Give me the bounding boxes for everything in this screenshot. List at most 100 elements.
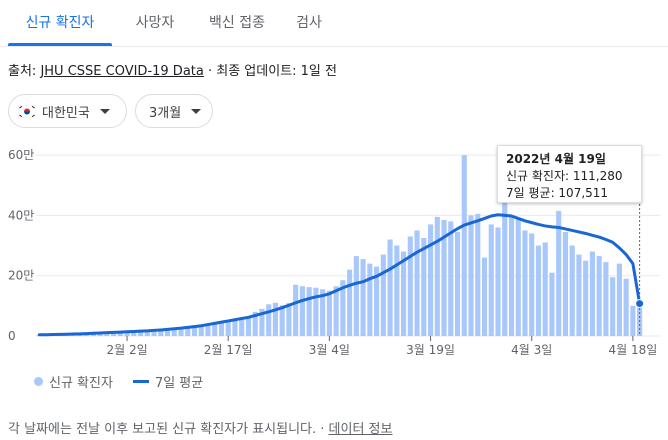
y-tick-label: 0 [8, 329, 16, 343]
case-bar [623, 278, 629, 336]
case-bar [569, 245, 575, 336]
case-bar [637, 302, 643, 336]
case-bar [225, 321, 231, 336]
case-bar [448, 221, 454, 336]
case-bar [562, 231, 569, 336]
tab-testing[interactable]: 검사 [296, 15, 322, 31]
case-bar [272, 302, 278, 336]
case-bar [198, 324, 204, 336]
case-bar [475, 213, 481, 336]
case-bar [616, 263, 622, 336]
average-line [37, 213, 642, 337]
legend-bar-swatch [34, 377, 43, 386]
case-bar [90, 333, 96, 336]
case-bar [454, 231, 461, 336]
case-bar [603, 262, 609, 336]
case-bar [394, 245, 400, 336]
case-bar [212, 322, 218, 336]
case-bar [488, 224, 494, 336]
case-bar [421, 238, 427, 336]
case-bar [434, 216, 440, 336]
case-bar [374, 266, 380, 336]
chart-x-axis: 2월 2일 2월 17일 3월 4일 3월 19일 4월 3일 4월 18일 [106, 336, 657, 357]
case-bar [178, 327, 184, 336]
case-bar [259, 308, 265, 336]
case-bar [97, 333, 103, 336]
case-bar [313, 287, 319, 336]
cases-chart[interactable]: 0 20만 40만 60만 2월 2일 2월 17일 3월 4일 3월 19일 4월 3일 4월… [0, 140, 668, 365]
chart-bars [36, 155, 643, 336]
case-bar [515, 218, 521, 336]
x-tick-label: 3월 4일 [309, 343, 350, 357]
footer-note: 각 날짜에는 전날 이후 보고된 신규 확진자가 표시됩니다. · 데이터 정보 [8, 418, 392, 437]
tab-deaths[interactable]: 사망자 [135, 15, 175, 31]
legend-line-label: 7일 평균 [154, 376, 204, 391]
case-bar [630, 305, 636, 336]
case-bar [340, 280, 346, 336]
chart-hover-marker [635, 148, 645, 336]
data-info-link[interactable]: 데이터 정보 [328, 422, 393, 437]
x-tick-label: 2월 2일 [106, 343, 147, 357]
case-bar [252, 311, 258, 336]
case-bar [481, 257, 488, 336]
legend-line-swatch [132, 380, 149, 383]
case-bar [380, 254, 386, 336]
case-bar [205, 323, 211, 336]
period-dropdown[interactable]: 3개월 [135, 94, 213, 128]
x-tick-label: 4월 18일 [608, 343, 657, 357]
case-bar [347, 269, 353, 336]
case-bar [218, 322, 225, 336]
case-bar [401, 251, 407, 336]
tooltip-average: 7일 평균: 107,511 [506, 186, 609, 200]
hover-point [635, 299, 645, 309]
case-bar [414, 230, 420, 336]
tooltip-cases: 신규 확진자: 111,280 [506, 169, 623, 183]
case-bar [117, 333, 123, 336]
tab-bar: 신규 확진자 사망자 백신 접종 검사 [0, 0, 668, 47]
case-bar [333, 286, 339, 336]
case-bar [171, 327, 177, 336]
y-tick-label: 20만 [8, 269, 34, 283]
case-bar [576, 254, 582, 336]
period-label: 3개월 [149, 105, 182, 121]
x-tick-label: 2월 17일 [204, 343, 253, 357]
case-bar [542, 242, 548, 336]
case-bar [387, 239, 393, 336]
tooltip-date: 2022년 4월 19일 [506, 152, 606, 166]
case-bar [286, 303, 292, 336]
legend-bars-label: 신규 확진자 [49, 376, 113, 391]
case-bar [508, 216, 515, 336]
case-bar [245, 317, 252, 336]
case-bar [589, 251, 595, 336]
case-bar [407, 236, 413, 336]
case-bar [326, 290, 332, 336]
case-bar [549, 272, 555, 336]
last-updated-text: · 최종 업데이트: 1일 전 [203, 64, 337, 79]
source-link[interactable]: JHU CSSE COVID-19 Data [40, 64, 204, 79]
case-bar [144, 332, 150, 336]
case-bar [610, 277, 616, 336]
chart-legend: 신규 확진자 7일 평균 [34, 372, 203, 391]
region-dropdown[interactable]: 대한민국 [8, 94, 127, 128]
case-bar [239, 319, 245, 336]
case-bar [137, 332, 144, 336]
case-bar [191, 325, 198, 336]
case-bar [124, 332, 130, 336]
tab-vaccination[interactable]: 백신 접종 [209, 15, 265, 31]
y-tick-label: 40만 [8, 208, 34, 222]
case-bar [522, 230, 528, 336]
case-bar [293, 284, 299, 336]
case-bar [299, 286, 305, 336]
case-bar [131, 332, 137, 336]
case-bar [461, 155, 467, 336]
tab-new-cases[interactable]: 신규 확진자 [25, 15, 95, 31]
footer-text: 각 날짜에는 전날 이후 보고된 신규 확진자가 표시됩니다. [8, 422, 317, 437]
case-bar [535, 245, 542, 336]
source-prefix: 출처: [8, 64, 41, 79]
case-bar [468, 215, 474, 336]
case-bar [495, 227, 501, 336]
case-bar [502, 188, 508, 336]
case-bar [232, 320, 238, 336]
case-bar [427, 224, 434, 336]
source-line: 출처: JHU CSSE COVID-19 Data · 최종 업데이트: 1일… [8, 60, 337, 79]
